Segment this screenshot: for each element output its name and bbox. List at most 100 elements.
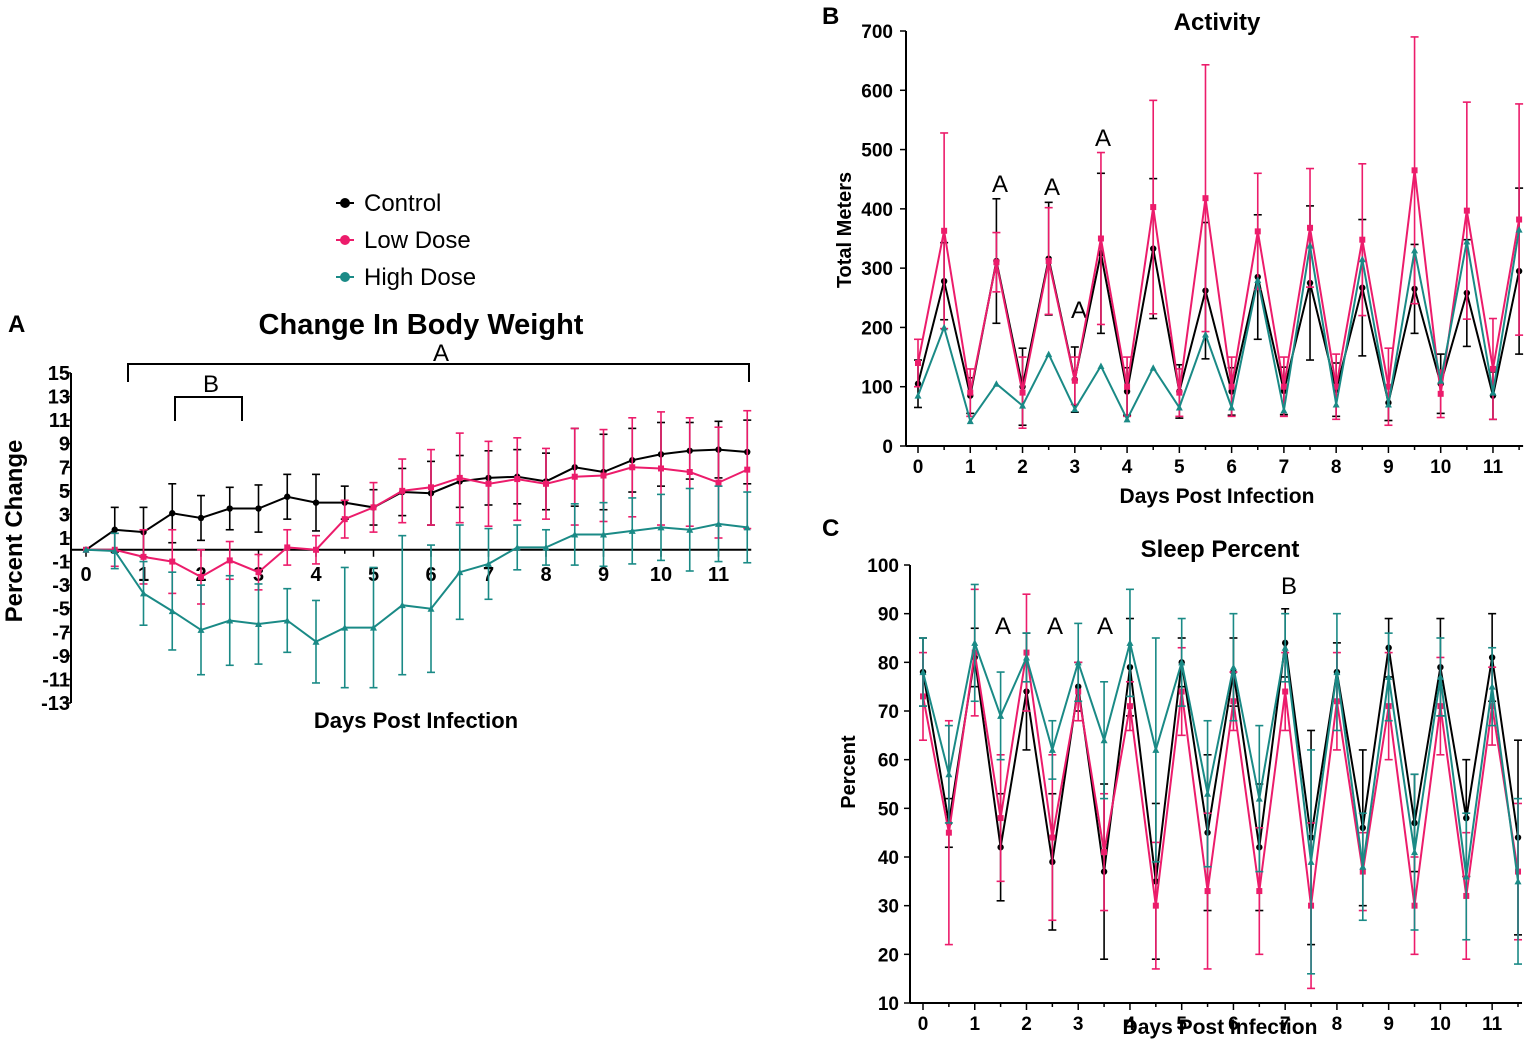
data-point [169,558,176,565]
legend-item-control: Control [336,190,441,217]
data-point [1100,736,1108,744]
data-point [1126,703,1133,710]
panel-c-significance-label: A [1047,613,1063,640]
x-tick-label: 6 [1228,1014,1239,1035]
y-tick-label: 11 [49,410,70,432]
data-point [1516,216,1523,223]
y-tick-label: 90 [878,605,899,626]
data-point [427,605,435,612]
panel-a-x-axis-label: Days Post Infection [314,708,518,733]
data-point [600,530,607,538]
panel-c-plot-area [919,583,1523,990]
data-point [941,227,948,234]
data-point [971,639,979,646]
x-tick-label: 8 [1331,457,1342,478]
series-line-low [922,652,1519,906]
panel-c-axes: 10 20 30 40 50 60 70 80 90 100 0 1 2 3 4 5 6 7 8 9 10 11 [867,556,1523,1035]
data-point [658,465,664,472]
data-point [1488,683,1496,690]
data-point [1462,872,1470,880]
data-point [399,487,406,494]
panel-b-letter: B [822,3,839,30]
data-point [1280,383,1287,390]
data-point [255,505,262,512]
series-high [82,485,752,689]
data-point [997,712,1005,719]
x-tick-label: 9 [598,564,609,586]
y-tick-label: 5 [59,481,70,503]
series-line-high [85,522,748,643]
panel-a-significance-bracket-short: B [174,371,243,421]
y-tick-label: 100 [867,556,899,577]
x-tick-label: 9 [1383,1014,1394,1035]
panel-c-significance-label: A [1097,613,1113,640]
legend-marker-control [340,198,350,208]
data-point [226,505,233,512]
data-point [284,544,291,551]
x-tick-label: 2 [1021,1014,1032,1035]
data-point [1101,849,1108,856]
data-point [1306,242,1314,249]
data-point [1384,401,1392,408]
data-point [1019,402,1027,409]
panel-b-significance-label: A [992,171,1008,198]
data-point [1178,658,1186,666]
data-point [140,553,147,560]
legend-label-control: Control [364,190,441,217]
legend-label-low-dose: Low Dose [364,227,471,254]
data-point [1256,888,1263,895]
data-point [1097,235,1104,242]
data-point [1045,350,1053,358]
y-tick-label: 9 [59,434,70,456]
data-point [169,510,176,517]
y-tick-label: 600 [861,81,893,102]
series-line-control [85,448,748,551]
data-point [1074,658,1082,666]
x-tick-label: 11 [1483,457,1504,478]
data-point [686,526,694,533]
data-point [283,617,291,624]
series-line-control [917,248,1521,403]
data-point [1049,834,1056,841]
data-point [226,617,234,624]
panel-a-letter: A [8,311,25,338]
panel-b-x-axis-label: Days Post Infection [1120,485,1315,508]
panel-c-y-axis-label: Percent [838,735,860,809]
x-tick-label: 1 [969,1014,980,1035]
series-high [919,583,1523,975]
data-point [992,380,1000,387]
panel-b-axes: 0 100 200 300 400 500 600 700 0 1 2 3 4 5 6 7 8 9 10 11 [861,22,1524,478]
y-tick-label: 3 [59,504,70,526]
data-point [1123,415,1131,423]
data-point [1124,383,1131,390]
panel-a-significance-label-short: B [203,371,219,398]
legend-marker-low-dose [340,235,350,245]
data-point [967,389,974,396]
data-point [312,499,320,506]
data-point [1282,688,1289,695]
y-tick-label: -7 [52,622,70,644]
data-point [197,626,205,633]
series-control [919,607,1523,961]
series-line-high [922,639,1519,882]
data-point [1307,858,1315,865]
series-line-low [86,466,748,579]
data-point [1514,877,1522,885]
data-point [1228,403,1236,411]
data-point [1411,246,1419,254]
data-point [456,568,464,576]
y-tick-label: -1 [52,552,70,574]
data-point [1280,406,1288,414]
panel-a: A Change In Body Weight Percent Change D… [1,309,752,733]
data-point [571,473,578,480]
x-tick-label: 10 [1430,457,1451,478]
y-tick-label: 50 [878,799,899,820]
data-point [1176,389,1183,396]
panel-c: C Sleep Percent Percent Days Post Infect… [822,515,1523,1039]
data-point [1333,383,1340,390]
x-tick-label: 0 [918,1014,929,1035]
data-point [945,829,952,836]
data-point [1463,207,1470,214]
panel-b-significance-label: A [1071,297,1087,324]
x-tick-label: 2 [1017,457,1028,478]
